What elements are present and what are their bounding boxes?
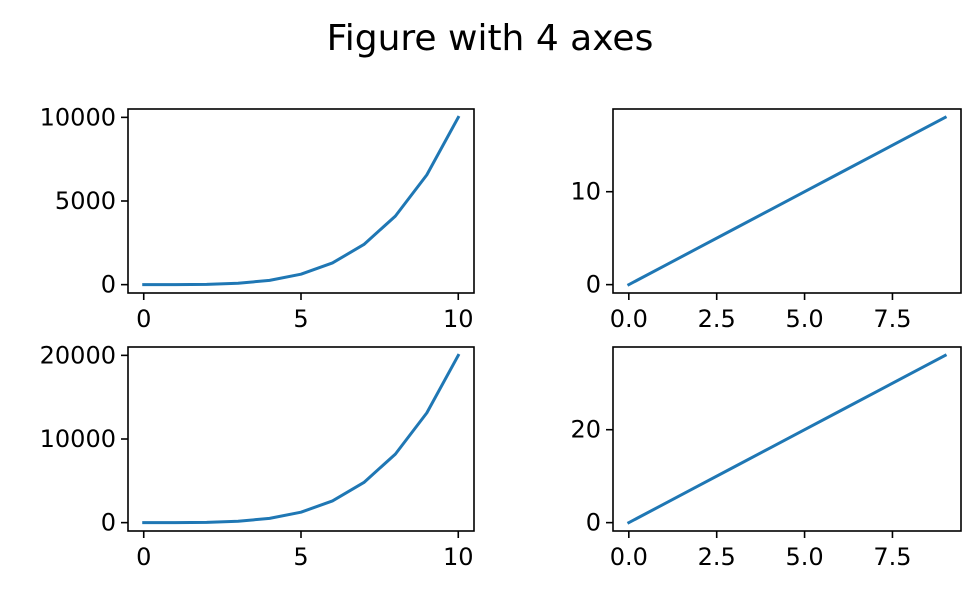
y-tick-label: 0 <box>586 509 601 537</box>
x-tick-label: 7.5 <box>873 305 911 333</box>
x-tick-label: 5.0 <box>785 305 823 333</box>
x-tick-label: 7.5 <box>873 543 911 571</box>
series-line-1 <box>626 115 948 287</box>
subplot-1: 0 5 10 0 5000 10000 <box>40 103 475 333</box>
axes-layer: 0 5 10 0 5000 10000 0.0 2.5 5.0 7.5 0 10 0 5 10 0 10000 2… <box>40 103 962 571</box>
subplot-4: 0.0 2.5 5.0 7.5 0 20 <box>570 346 962 571</box>
y-tick-label: 10000 <box>40 425 116 453</box>
x-tick-label: 2.5 <box>698 543 736 571</box>
axes-frame <box>612 346 962 532</box>
series-line-1 <box>626 353 948 525</box>
subplot-3: 0 5 10 0 10000 20000 <box>40 341 475 571</box>
x-tick-label: 10 <box>443 305 474 333</box>
y-tick-label: 0 <box>101 509 116 537</box>
x-tick-label: 5 <box>293 305 308 333</box>
y-tick-label: 10000 <box>40 103 116 131</box>
y-tick-label: 5000 <box>55 187 116 215</box>
x-tick-label: 0.0 <box>610 543 648 571</box>
y-tick-label: 0 <box>101 271 116 299</box>
figure-title: Figure with 4 axes <box>327 18 654 59</box>
subplot-2: 0.0 2.5 5.0 7.5 0 10 <box>570 108 962 333</box>
series-line-1 <box>142 115 461 287</box>
y-tick-label: 0 <box>586 271 601 299</box>
x-tick-label: 2.5 <box>698 305 736 333</box>
series-line-1 <box>142 353 461 525</box>
x-tick-label: 0.0 <box>610 305 648 333</box>
axes-frame <box>612 108 962 294</box>
x-tick-label: 0 <box>136 305 151 333</box>
x-tick-label: 5.0 <box>785 543 823 571</box>
y-tick-label: 20000 <box>40 341 116 369</box>
x-tick-label: 10 <box>443 543 474 571</box>
y-tick-label: 20 <box>570 416 601 444</box>
x-tick-label: 0 <box>136 543 151 571</box>
y-tick-label: 10 <box>570 178 601 206</box>
x-tick-label: 5 <box>293 543 308 571</box>
